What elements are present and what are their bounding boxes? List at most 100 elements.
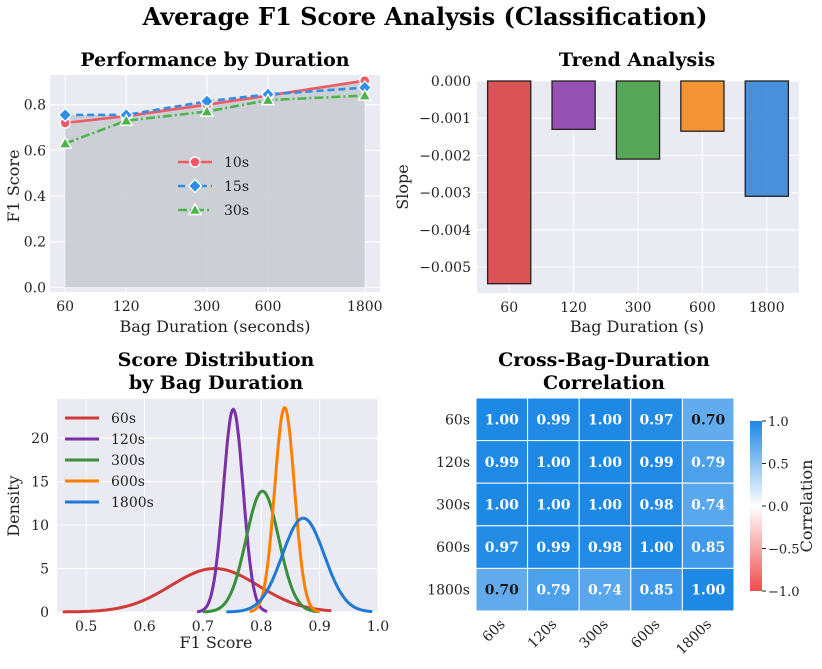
heatmap-cell <box>681 482 735 527</box>
colorbar-label: Correlation <box>797 460 816 553</box>
legend-label-300s: 300s <box>111 453 145 469</box>
legend-label-15s: 15s <box>224 179 249 195</box>
heatmap-cell-label: 0.70 <box>485 583 519 599</box>
y-tick-label: 20 <box>31 431 49 447</box>
heatmap-cell-label: 0.98 <box>588 540 622 556</box>
row-tick-label: 300s <box>436 498 470 514</box>
x-tick-label: 300 <box>194 299 221 315</box>
colorbar-tick-label: −1.0 <box>768 585 800 600</box>
y-tick-label: 0.2 <box>24 235 46 251</box>
x-tick-label: 0.8 <box>250 619 272 635</box>
x-tick-label: 60 <box>56 299 74 315</box>
trend-analysis-chart: Trend Analysis Slope Bag Duration (s) 0.… <box>393 49 799 336</box>
series-line-15s <box>65 86 365 117</box>
heatmap-cell <box>681 397 735 442</box>
legend-label-120s: 120s <box>111 432 145 448</box>
fill-between-area <box>65 80 365 288</box>
x-tick-label: 0.5 <box>75 619 97 635</box>
y-tick-label: −0.005 <box>419 260 471 276</box>
heatmap-cell <box>527 440 580 484</box>
chart-title-performance: Performance by Duration <box>80 49 349 71</box>
heatmap-cell-label: 1.00 <box>536 498 570 514</box>
heatmap-cell <box>630 440 683 484</box>
y-tick-label: −0.001 <box>419 111 471 127</box>
kde-curve-60s <box>62 566 332 614</box>
heatmap-cell-label: 1.00 <box>485 498 519 514</box>
legend-marker-15s <box>187 178 203 194</box>
heatmap-cell <box>475 567 529 612</box>
x-tick-label: 600 <box>689 300 716 316</box>
x-tick-label: 0.9 <box>309 619 331 635</box>
y-tick-label: 15 <box>31 475 49 491</box>
y-tick-label: 5 <box>40 562 49 578</box>
heatmap-cell-label: 0.79 <box>536 583 570 599</box>
y-axis-label-density: Density <box>4 475 23 536</box>
legend-marker-10s <box>189 156 201 168</box>
kde-curve-1800s <box>226 516 373 614</box>
heatmap-cell-label: 0.85 <box>691 540 725 556</box>
data-point-30s <box>357 88 372 101</box>
x-tick-label: 0.7 <box>192 619 214 635</box>
data-point-15s <box>57 107 73 123</box>
column-tick-label: 120s <box>525 617 560 652</box>
bar-300 <box>615 80 661 160</box>
heatmap-cell <box>578 397 632 442</box>
y-tick-label: −0.004 <box>419 223 471 239</box>
column-tick-label: 60s <box>480 617 509 646</box>
legend-label-600s: 600s <box>111 474 145 490</box>
colorbar-tick-label: 0.5 <box>768 458 789 473</box>
chart-title-correlation-line1: Cross-Bag-Duration <box>498 349 710 371</box>
heatmap-cell-label: 0.99 <box>536 412 570 428</box>
score-distribution-chart: Score Distribution by Bag Duration Densi… <box>4 349 389 652</box>
y-tick-label: 0 <box>40 605 49 621</box>
y-tick-label: 0.6 <box>24 143 46 159</box>
heatmap-cell-label: 0.97 <box>485 540 519 556</box>
x-axis-label-duration: Bag Duration (seconds) <box>119 317 310 336</box>
heatmap-cell-label: 1.00 <box>588 498 622 514</box>
heatmap-cell-label: 0.99 <box>536 540 570 556</box>
series-line-30s <box>64 94 365 145</box>
heatmap-cell <box>630 482 683 527</box>
x-tick-label: 600 <box>255 299 282 315</box>
heatmap-cell-label: 0.99 <box>485 455 519 471</box>
colorbar <box>750 421 762 591</box>
legend-label-10s: 10s <box>224 155 249 171</box>
heatmap-cell <box>681 440 735 484</box>
heatmap-cell <box>475 482 529 527</box>
x-tick-label: 120 <box>560 300 587 316</box>
column-tick-label: 300s <box>577 617 612 652</box>
kde-curve-300s <box>202 489 320 614</box>
column-tick-label: 1800s <box>673 617 715 659</box>
y-tick-label: 0.0 <box>24 280 46 296</box>
kde-curve-120s <box>197 407 268 614</box>
plot-background <box>57 399 378 612</box>
heatmap-cell <box>630 525 683 569</box>
bar-1800 <box>744 80 790 197</box>
heatmap-cell-label: 1.00 <box>691 583 725 599</box>
x-tick-label: 1.0 <box>367 619 389 635</box>
legend-label-1800s: 1800s <box>111 495 154 511</box>
heatmap-cell <box>527 567 580 612</box>
x-tick-label: 0.6 <box>133 619 155 635</box>
row-tick-label: 120s <box>436 455 470 471</box>
figure-title: Average F1 Score Analysis (Classificatio… <box>142 2 708 31</box>
x-tick-label: 120 <box>113 299 140 315</box>
x-tick-label: 60 <box>500 300 518 316</box>
heatmap-cell-label: 0.74 <box>588 583 622 599</box>
data-point-30s <box>57 136 73 149</box>
data-point-30s <box>119 113 134 126</box>
chart-title-trend: Trend Analysis <box>559 49 715 71</box>
row-tick-label: 60s <box>445 412 470 428</box>
y-tick-label: 0.8 <box>24 98 46 114</box>
heatmap-cell-label: 1.00 <box>485 412 519 428</box>
y-tick-label: 0.4 <box>24 189 46 205</box>
x-tick-label: 1800 <box>347 299 383 315</box>
bar-120 <box>551 80 596 131</box>
y-tick-label: −0.002 <box>419 148 471 164</box>
heatmap-cell <box>475 440 529 484</box>
legend-label-60s: 60s <box>111 411 136 427</box>
heatmap-cell-label: 1.00 <box>588 412 622 428</box>
correlation-heatmap: Cross-Bag-Duration Correlation Correlati… <box>427 349 816 658</box>
